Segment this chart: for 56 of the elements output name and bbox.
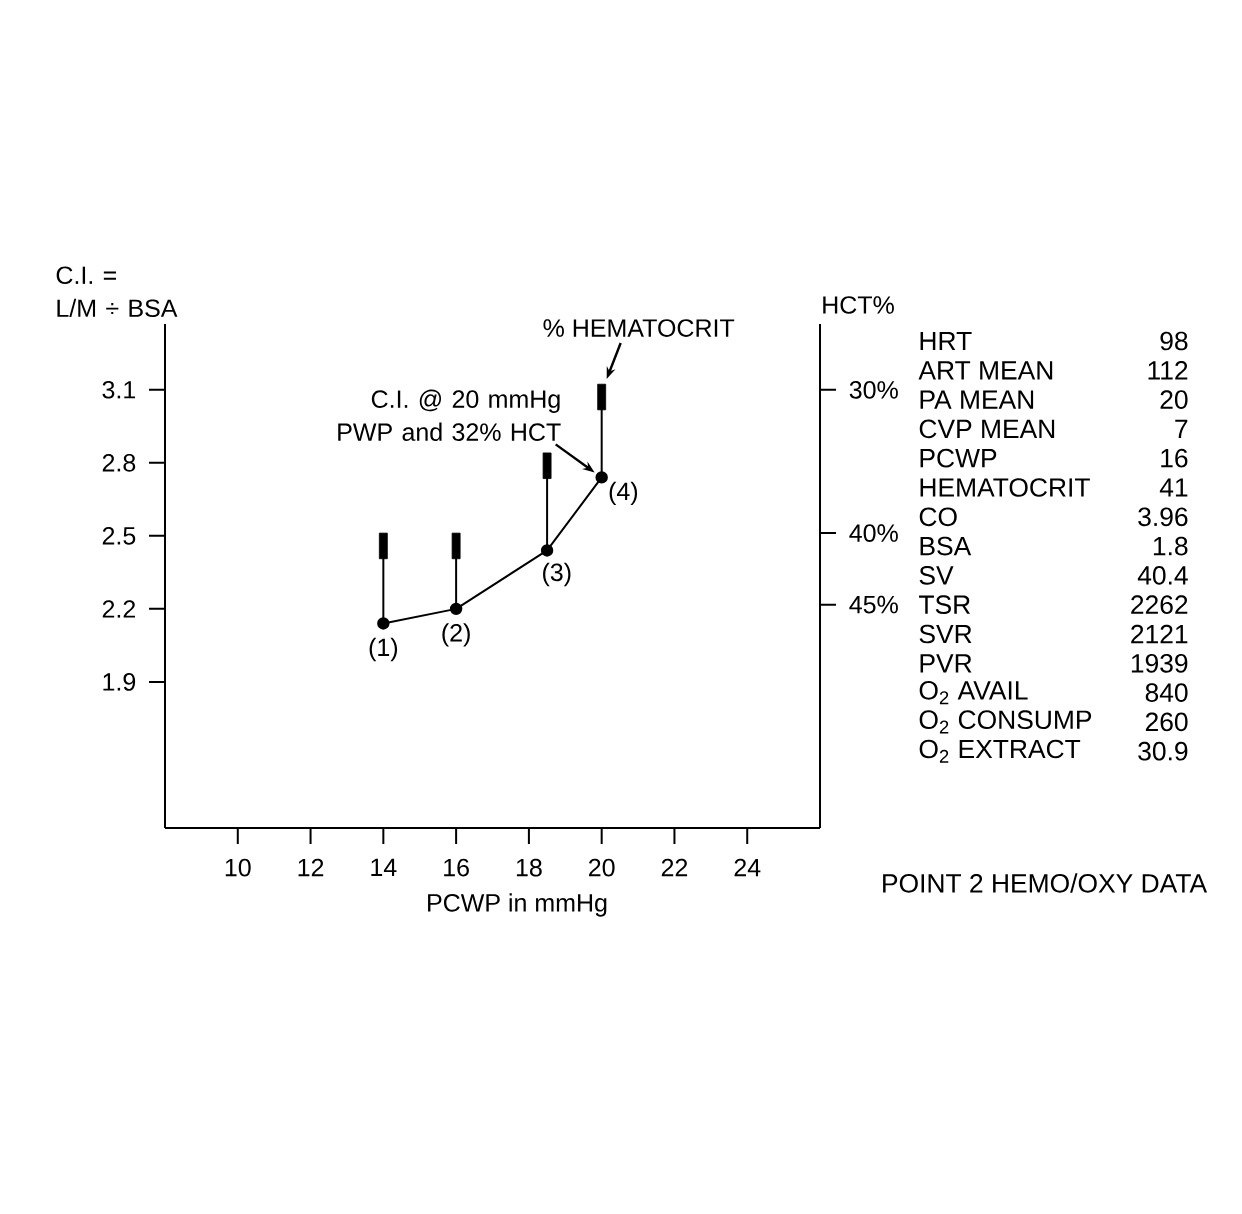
data-label: 112 bbox=[1148, 361, 1188, 380]
category-label: SVR bbox=[919, 624, 972, 644]
text: POINT 2 HEMO/OXY DATA bbox=[883, 873, 1208, 893]
y-axis-title: C.I. = L/M ÷ BSA bbox=[56, 266, 178, 318]
x-axis-title: PCWP in mmHg bbox=[428, 893, 607, 917]
data-label: 98 bbox=[1160, 331, 1188, 351]
y-tick-label: 2.8 bbox=[102, 453, 136, 472]
data-label: 840 bbox=[1145, 683, 1188, 702]
category-label: O$_{2}$ CONSUMP bbox=[919, 710, 1092, 734]
data-label: 260 bbox=[1145, 712, 1188, 732]
data-label: 20 bbox=[1160, 390, 1188, 409]
x-tick-label: 14 bbox=[371, 858, 397, 876]
category-label: PCWP bbox=[920, 448, 997, 468]
y2-tick-label: 45% bbox=[849, 595, 898, 614]
data-label: 41 bbox=[1159, 478, 1188, 497]
x-tick-label: 22 bbox=[661, 858, 688, 877]
data-label: 2262 bbox=[1131, 595, 1188, 615]
y2-tick-label: 40% bbox=[849, 524, 898, 542]
annotation: (3) bbox=[543, 562, 571, 587]
data-label: 2121 bbox=[1131, 624, 1188, 644]
category-label: SV bbox=[919, 566, 954, 585]
y-tick-label: 3.1 bbox=[102, 380, 136, 399]
category-label: ART MEAN bbox=[918, 361, 1053, 380]
y2-tick-label: 30% bbox=[849, 381, 898, 399]
y-tick-label: 1.9 bbox=[103, 673, 136, 691]
x-tick-label: 16 bbox=[444, 858, 469, 877]
category-label: PVR bbox=[920, 654, 972, 673]
y-tick-label: 2.5 bbox=[102, 527, 136, 545]
category-label: HRT bbox=[920, 331, 972, 351]
data-label: 3.96 bbox=[1138, 507, 1188, 527]
x-tick-label: 10 bbox=[225, 858, 251, 877]
annotation: % HEMATOCRIT bbox=[543, 319, 735, 337]
x-tick-label: 18 bbox=[516, 858, 542, 877]
y2-axis-title: HCT% bbox=[823, 296, 894, 314]
x-tick-label: 24 bbox=[734, 858, 761, 877]
category-label: O$_{2}$ AVAIL bbox=[919, 681, 1028, 705]
x-tick-label: 20 bbox=[589, 858, 615, 877]
annotation: (4) bbox=[609, 481, 638, 506]
category-label: CVP MEAN bbox=[919, 419, 1055, 439]
annotation: (1) bbox=[369, 637, 398, 662]
category-label: BSA bbox=[920, 536, 972, 556]
annotation: (2) bbox=[442, 623, 470, 647]
data-label: 16 bbox=[1161, 448, 1188, 468]
category-label: O$_{2}$ EXTRACT bbox=[919, 739, 1081, 763]
data-label: 1.8 bbox=[1153, 536, 1188, 556]
category-label: PA MEAN bbox=[920, 390, 1034, 409]
x-tick-label: 12 bbox=[298, 858, 324, 877]
category-label: HEMATOCRIT bbox=[920, 478, 1090, 497]
annotation: C.I. @ 20 mmHg PWP and 32% HCT bbox=[338, 389, 561, 441]
category-label: CO bbox=[919, 507, 957, 527]
category-label: TSR bbox=[919, 595, 970, 615]
data-label: 1939 bbox=[1131, 653, 1188, 673]
data-label: 30.9 bbox=[1138, 741, 1188, 761]
data-label: 40.4 bbox=[1137, 566, 1188, 585]
data-label: 7 bbox=[1175, 419, 1188, 438]
y-tick-label: 2.2 bbox=[102, 600, 136, 618]
